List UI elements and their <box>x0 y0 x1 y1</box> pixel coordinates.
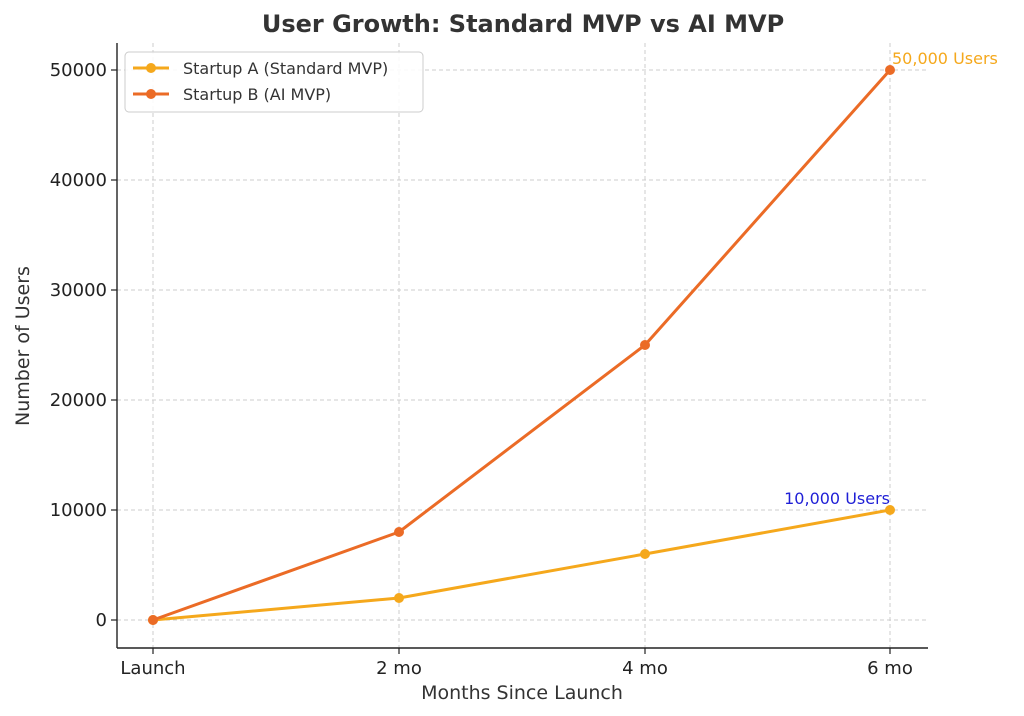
legend-box <box>124 51 424 113</box>
x-axis-label: Months Since Launch <box>421 682 623 704</box>
annotation-label: 10,000 Users <box>784 489 890 508</box>
y-tick-label: 0 <box>96 610 107 631</box>
y-tick-label: 30000 <box>50 280 107 301</box>
x-tick-label: 2 mo <box>376 658 422 679</box>
legend-label: Startup B (AI MVP) <box>183 85 331 104</box>
axes <box>111 43 928 654</box>
series-2-point <box>148 615 158 625</box>
x-tick-label: 6 mo <box>867 658 913 679</box>
series-line-2 <box>152 69 892 622</box>
y-tick-label: 50000 <box>50 60 107 81</box>
x-tick-label: 4 mo <box>622 658 668 679</box>
annotation-label: 50,000 Users <box>892 49 998 68</box>
legend-swatch-marker <box>146 63 156 73</box>
legend-swatch-marker <box>146 89 156 99</box>
series-1-point <box>640 549 650 559</box>
grid <box>117 43 928 648</box>
series-1-point <box>885 505 895 515</box>
chart-title: User Growth: Standard MVP vs AI MVP <box>262 10 784 38</box>
series-2-point <box>885 65 895 75</box>
series-2-point <box>394 527 404 537</box>
legend-label: Startup A (Standard MVP) <box>183 59 388 78</box>
y-tick-label: 40000 <box>50 170 107 191</box>
legend: Startup A (Standard MVP) Startup B (AI MV… <box>124 51 424 113</box>
series-line-1 <box>152 508 891 622</box>
y-axis-label: Number of Users <box>12 266 34 426</box>
series-2-point <box>640 340 650 350</box>
annotations: 50,000 Users 10,000 Users <box>784 49 998 508</box>
tick-labels: 0 10000 20000 30000 40000 50000 Launch 2 mo 4 mo… <box>50 60 913 679</box>
x-tick-label: Launch <box>120 658 185 679</box>
y-tick-label: 20000 <box>50 390 107 411</box>
series-1-point <box>394 593 404 603</box>
y-tick-label: 10000 <box>50 500 107 521</box>
series-layer <box>148 65 895 625</box>
